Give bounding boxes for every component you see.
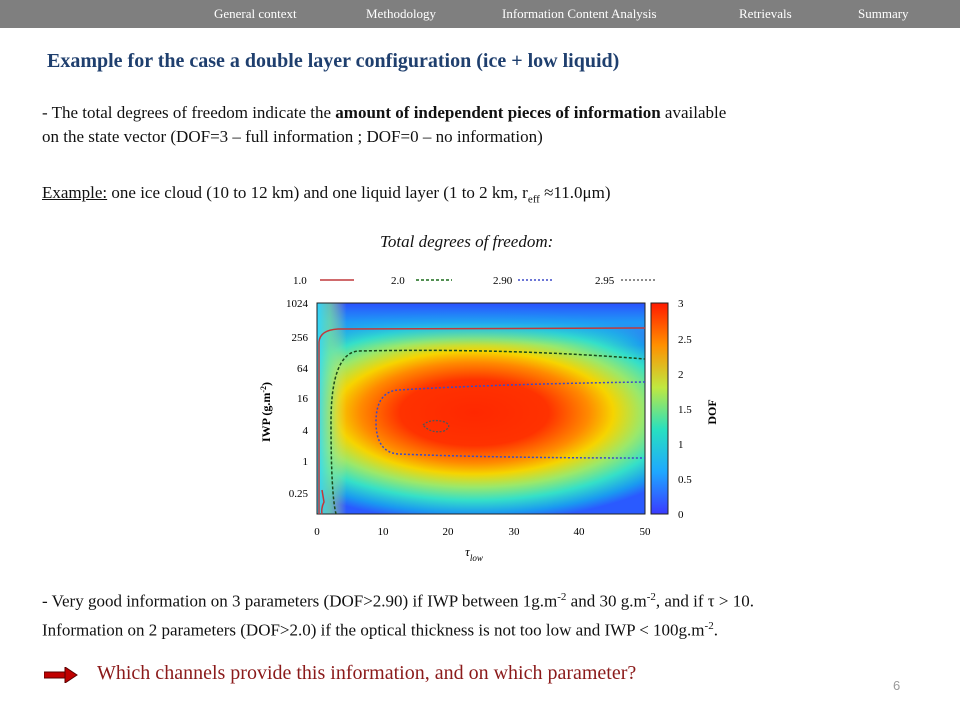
para1-line1-bold: amount of independent pieces of informat… <box>335 103 661 122</box>
y-tick-1: 1 <box>303 456 309 468</box>
legend-label-1: 1.0 <box>293 275 307 287</box>
cb-tick-0-5: 0.5 <box>678 474 692 486</box>
para1-line2: on the state vector (DOF=3 – full inform… <box>42 127 543 146</box>
nav-item-methodology[interactable]: Methodology <box>366 6 437 21</box>
x-tick-50: 50 <box>640 526 652 538</box>
para2-line1-post: , and if τ > 10. <box>655 591 754 611</box>
top-nav-bar: General context Methodology Information … <box>0 0 960 28</box>
y-tick-1024: 1024 <box>286 298 309 310</box>
heatmap-area <box>316 302 646 515</box>
cb-tick-2-5: 2.5 <box>678 334 692 346</box>
y-tick-64: 64 <box>297 363 309 375</box>
y-tick-16: 16 <box>297 393 309 405</box>
dof-heatmap-chart: 1.0 2.0 2.90 2.95 1024 256 64 16 4 1 0.2… <box>259 275 719 563</box>
nav-item-information-content-analysis[interactable]: Information Content Analysis <box>502 6 657 21</box>
y-tick-256: 256 <box>292 332 309 344</box>
paragraph-example: Example: one ice cloud (10 to 12 km) and… <box>42 181 611 211</box>
nav-item-retrievals[interactable]: Retrievals <box>739 6 792 21</box>
chart-caption: Total degrees of freedom: <box>380 232 554 251</box>
contour-2-90 <box>375 381 646 459</box>
example-text-post: ≈11.0μm) <box>539 183 611 202</box>
y-tick-0-25: 0.25 <box>289 488 309 500</box>
para2-line1-pre: - Very good information on 3 parameters … <box>42 591 558 611</box>
cb-tick-1: 1 <box>678 439 684 451</box>
x-tick-40: 40 <box>574 526 586 538</box>
para2-line2-sup: -2 <box>704 619 714 632</box>
para2-line1-sup2: -2 <box>646 591 656 603</box>
y-axis-label: IWP (g.m-2) <box>259 382 274 442</box>
legend-label-2: 2.0 <box>391 275 405 287</box>
page-number: 6 <box>893 678 901 693</box>
x-tick-10: 10 <box>378 526 390 538</box>
contour-1-0-bottom <box>321 489 325 515</box>
x-axis: 0 10 20 30 40 50 τlow <box>314 526 651 563</box>
nav-item-summary[interactable]: Summary <box>858 6 909 21</box>
legend-label-4: 2.95 <box>595 275 615 287</box>
para2-line2-post: . <box>713 620 718 640</box>
paragraph-conclusions: - Very good information on 3 parameters … <box>42 585 754 642</box>
x-tick-20: 20 <box>443 526 455 538</box>
colorbar-label: DOF <box>705 399 718 424</box>
cb-tick-1-5: 1.5 <box>678 404 692 416</box>
contour-1-0 <box>318 327 646 514</box>
nav-item-general-context[interactable]: General context <box>214 6 297 21</box>
cb-tick-0: 0 <box>678 509 684 521</box>
example-sub: eff <box>527 193 540 206</box>
closing-question: Which channels provide this information,… <box>97 662 637 684</box>
contour-2-0 <box>330 349 646 515</box>
para1-line1-pre: - The total degrees of freedom indicate … <box>42 103 336 122</box>
para2-line1-mid: and 30 g.m <box>566 591 647 611</box>
para1-line1-post: available <box>660 103 727 122</box>
y-tick-4: 4 <box>303 425 309 437</box>
colorbar: 3 2.5 2 1.5 1 0.5 0 DOF <box>650 298 718 521</box>
x-tick-30: 30 <box>509 526 521 538</box>
chart-legend: 1.0 2.0 2.90 2.95 <box>293 275 655 287</box>
contour-2-95 <box>422 419 450 433</box>
x-tick-0: 0 <box>314 526 320 538</box>
para2-line2-pre: Information on 2 parameters (DOF>2.0) if… <box>42 620 705 640</box>
y-axis: 1024 256 64 16 4 1 0.25 IWP (g.m-2) <box>259 298 309 500</box>
cb-tick-3: 3 <box>678 298 684 310</box>
arrow-right-icon <box>44 667 78 683</box>
slide-title: Example for the case a double layer conf… <box>47 50 620 72</box>
cb-tick-2: 2 <box>678 369 684 381</box>
example-text-pre: one ice cloud (10 to 12 km) and one liqu… <box>107 183 528 202</box>
para2-line1-sup1: -2 <box>557 591 567 603</box>
paragraph-dof-definition: - The total degrees of freedom indicate … <box>42 101 726 149</box>
legend-label-3: 2.90 <box>493 275 513 287</box>
x-axis-label: τlow <box>465 544 483 563</box>
example-label: Example: <box>42 183 108 202</box>
